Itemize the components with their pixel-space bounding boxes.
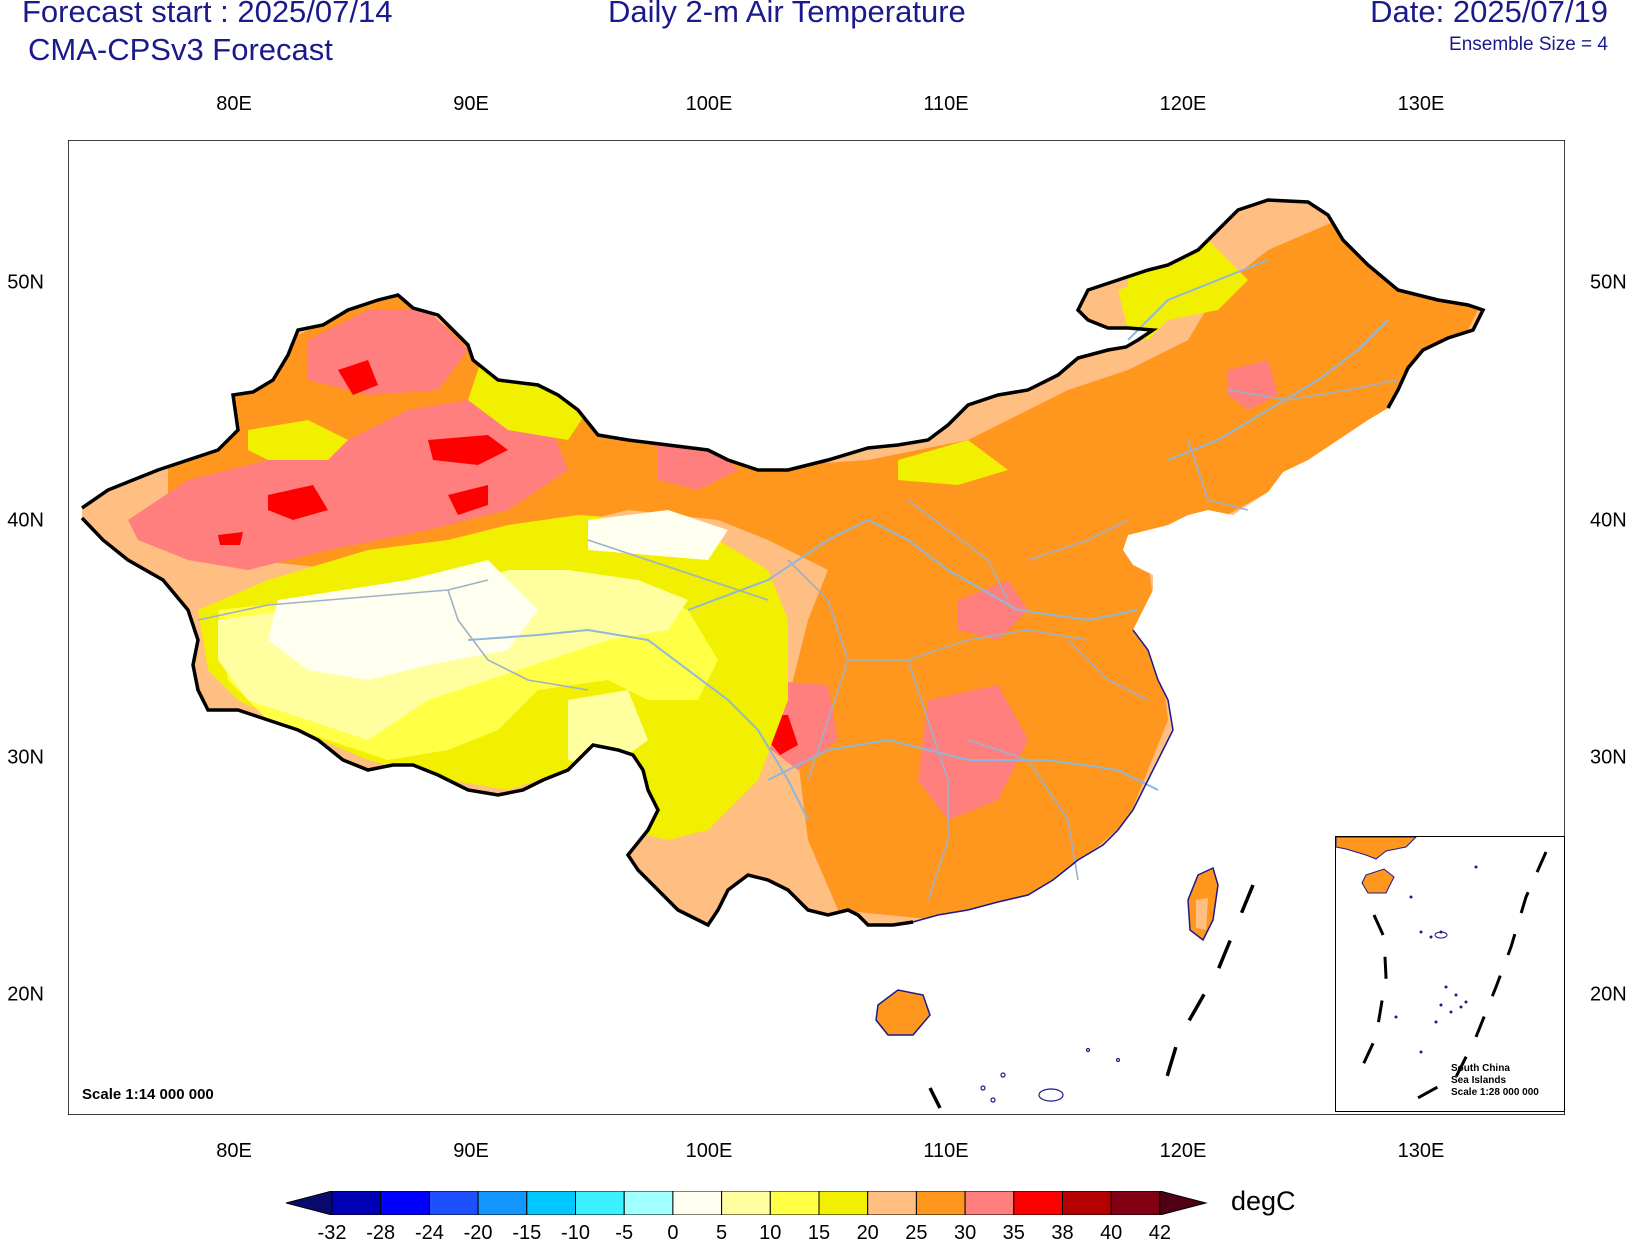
colorbar-swatch [1062,1191,1112,1215]
colorbar-swatch [769,1191,820,1215]
lat-tick-right: 40N [1590,509,1627,532]
colorbar-tick-label: 25 [905,1222,928,1244]
inset-title-line2: Sea Islands [1451,1075,1507,1086]
lat-tick-right: 30N [1590,746,1627,769]
coastline [912,629,1174,923]
colorbar-swatch [818,1191,869,1215]
colorbar-tick-label: 38 [1051,1222,1074,1244]
lat-tick-left: 20N [7,983,44,1006]
inset-title-line1: South China [1451,1063,1510,1074]
colorbar-tick-label: 40 [1100,1222,1123,1244]
colorbar-tick-label: 20 [856,1222,879,1244]
lon-tick-top: 80E [216,93,252,115]
colorbar-swatch [526,1191,577,1215]
valid-date-label: Date: 2025/07/19 [1370,0,1608,29]
colorbar-tick-label: -32 [317,1222,347,1244]
model-label: CMA-CPSv3 Forecast [28,32,333,67]
colorbar-tick-label: -10 [561,1222,590,1244]
lon-tick-bottom: 120E [1159,1140,1207,1162]
colorbar-tick-label: -20 [463,1222,493,1244]
colorbar-swatch [867,1191,917,1215]
colorbar-tick-label: -15 [512,1222,542,1244]
colorbar-tick-label: 5 [716,1222,728,1244]
lon-tick-bottom: 90E [453,1140,489,1162]
lat-tick-right: 50N [1590,271,1627,294]
south-china-sea-inset: South China Sea Islands Scale 1:28 000 0… [1335,836,1565,1112]
colorbar-tick-label: -24 [414,1222,444,1244]
national-border [81,198,1486,510]
lon-tick-top: 120E [1159,93,1207,115]
hainan-island [875,989,931,1036]
lat-tick-left: 50N [7,271,44,294]
colorbar-low-triangle [286,1191,333,1215]
colorbar-swatch [1013,1191,1063,1215]
inset-map [1335,836,1548,1101]
colorbar-tick-label: -28 [366,1222,396,1244]
colorbar-swatch [380,1191,430,1215]
colorbar-tick-label: 10 [759,1222,782,1244]
colorbar-tick-label: 35 [1002,1222,1025,1244]
colorbar-swatch [915,1191,966,1215]
lon-tick-top: 130E [1397,93,1445,115]
colorbar-tick-label: 42 [1148,1222,1172,1244]
province-boundaries [197,379,1399,901]
map-scale-label: Scale 1:14 000 000 [82,1086,214,1103]
colorbar-swatch [575,1191,625,1215]
maritime-boundary [928,884,1255,1109]
islets [980,1047,1121,1103]
lon-tick-bottom: 100E [685,1140,733,1162]
colorbar-swatch [623,1191,674,1215]
lon-tick-bottom: 130E [1397,1140,1445,1162]
ensemble-size-label: Ensemble Size = 4 [1449,34,1608,55]
chart-title: Daily 2-m Air Temperature [608,0,966,29]
colorbar-tick-label: 0 [667,1222,679,1244]
lon-tick-top: 100E [685,93,733,115]
lon-tick-bottom: 110E [923,1140,969,1162]
colorbar-swatch [964,1191,1015,1215]
lat-tick-left: 40N [7,509,44,532]
colorbar-swatch [477,1191,528,1215]
lon-tick-top: 110E [923,93,969,115]
colorbar-swatch [672,1191,723,1215]
temperature-map [68,140,1565,1115]
lat-tick-left: 30N [7,746,44,769]
colorbar-tick-label: 30 [953,1222,977,1244]
colorbar-high-triangle [1159,1191,1208,1215]
colorbar [286,1191,1208,1215]
colorbar-swatch [721,1191,771,1215]
rivers [467,259,1389,821]
colorbar-tick-label: -5 [615,1222,634,1244]
colorbar-swatch [428,1191,479,1215]
national-border-south [80,516,914,928]
units-label: degC [1231,1186,1296,1216]
colorbar-swatch [1110,1191,1161,1215]
inset-scale-label: Scale 1:28 000 000 [1451,1087,1539,1098]
colorbar-swatch [331,1191,382,1215]
lat-tick-right: 20N [1590,983,1627,1006]
colorbar-tick-label: 15 [807,1222,831,1244]
forecast-start-label: Forecast start : 2025/07/14 [22,0,393,29]
lon-tick-bottom: 80E [216,1140,252,1162]
lon-tick-top: 90E [453,93,489,115]
